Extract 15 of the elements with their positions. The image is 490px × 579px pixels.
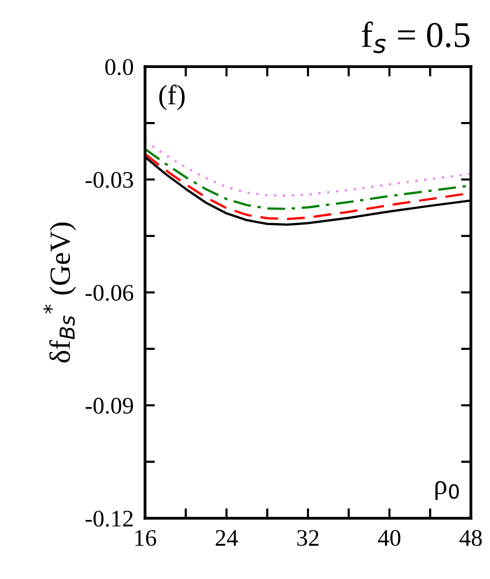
y-tick-label: -0.09	[86, 398, 133, 414]
x-tick-label: 16	[135, 530, 156, 546]
annotation: (f)	[159, 84, 185, 110]
x-tick-label: 24	[216, 530, 238, 546]
x-tick-label: 32	[297, 530, 318, 546]
y-tick-label: -0.12	[86, 510, 133, 527]
y-tick-label: 0.0	[105, 59, 134, 76]
y-axis-title: δf$_{Bs}$$^{*}$ (GeV)	[43, 222, 76, 362]
chart-title: f$_{s}$ = 0.5	[362, 22, 470, 54]
x-tick-label: 40	[378, 530, 400, 546]
y-tick-label: -0.06	[86, 284, 134, 301]
line-series	[145, 140, 471, 197]
x-axis-title: ρ$_{0}$	[435, 480, 459, 500]
y-tick-label: -0.03	[86, 172, 134, 188]
x-tick-label: 48	[460, 530, 482, 546]
